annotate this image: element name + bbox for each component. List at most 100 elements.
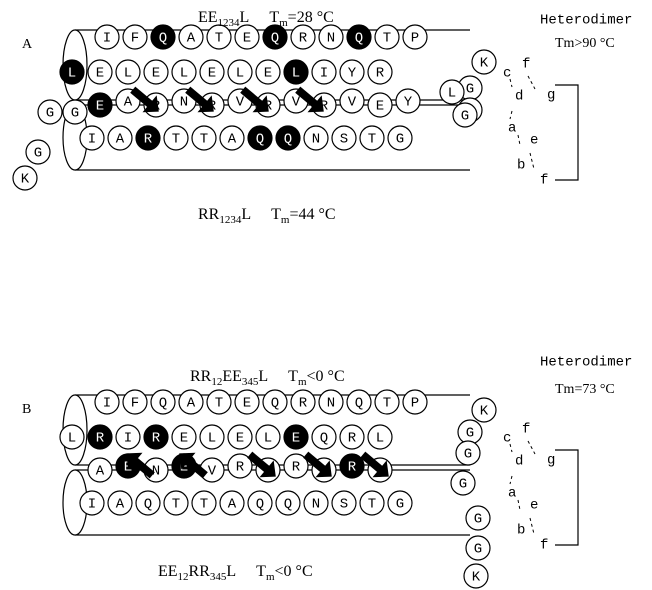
residue-circle bbox=[346, 24, 372, 50]
title-part: T bbox=[256, 563, 266, 580]
heptad-letter: g bbox=[547, 453, 555, 469]
heterodimer-tm: Tm=73 °C bbox=[555, 382, 615, 397]
residue-label: G bbox=[461, 109, 469, 125]
residue-circle bbox=[87, 457, 113, 483]
residue-circle bbox=[318, 24, 344, 50]
subscript: m bbox=[298, 376, 307, 388]
residue-circle bbox=[290, 24, 316, 50]
residue-label: L bbox=[292, 66, 300, 82]
residue-circle bbox=[247, 490, 273, 516]
residue-label: I bbox=[103, 31, 111, 47]
residue-label: L bbox=[124, 66, 132, 82]
residue-circle bbox=[122, 24, 148, 50]
residue-label: P bbox=[411, 31, 419, 47]
residue-label: L bbox=[68, 66, 76, 82]
residue-circle bbox=[311, 424, 337, 450]
residue-label: T bbox=[215, 31, 223, 47]
heterodimer-label: Heterodimer bbox=[540, 13, 632, 29]
residue-circle bbox=[79, 490, 105, 516]
heptad-letter: f bbox=[522, 57, 530, 73]
residue-circle bbox=[79, 125, 105, 151]
residue-label: S bbox=[340, 132, 348, 148]
arrow bbox=[240, 86, 269, 113]
residue-circle bbox=[450, 470, 476, 496]
residue-label: Y bbox=[348, 66, 357, 82]
title-part: =44 °C bbox=[289, 206, 335, 223]
residue-circle bbox=[59, 59, 85, 85]
residue-circle bbox=[199, 424, 225, 450]
heptad-letter: d bbox=[515, 454, 523, 470]
heptad-letter: c bbox=[503, 431, 511, 447]
heptad-letter: f bbox=[522, 422, 530, 438]
residue-circle bbox=[303, 490, 329, 516]
residue-circle bbox=[387, 490, 413, 516]
residue-label: Q bbox=[284, 497, 292, 513]
residue-label: G bbox=[466, 82, 474, 98]
residue-label: A bbox=[96, 464, 105, 480]
residue-circle bbox=[283, 59, 309, 85]
panel-label: A bbox=[22, 37, 33, 52]
residue-circle bbox=[283, 453, 309, 479]
arrow bbox=[247, 451, 276, 478]
arrow bbox=[360, 451, 389, 478]
residue-circle bbox=[122, 389, 148, 415]
arrow-shape bbox=[360, 451, 389, 478]
residue-label: R bbox=[236, 460, 245, 476]
residue-circle bbox=[163, 125, 189, 151]
residue-label: L bbox=[264, 431, 272, 447]
residue-label: I bbox=[88, 132, 96, 148]
residue-label: K bbox=[472, 570, 481, 586]
residue-label: G bbox=[474, 542, 482, 558]
residue-circle bbox=[290, 389, 316, 415]
residue-circle bbox=[94, 389, 120, 415]
residue-label: P bbox=[411, 396, 419, 412]
arrow bbox=[185, 86, 214, 113]
residue-circle bbox=[395, 88, 421, 114]
residue-circle bbox=[339, 88, 365, 114]
residue-label: G bbox=[46, 106, 54, 122]
residue-label: E bbox=[152, 66, 160, 82]
residue-label: T bbox=[215, 396, 223, 412]
residue-label: I bbox=[320, 66, 328, 82]
residue-label: A bbox=[116, 497, 125, 513]
subscript: 345 bbox=[242, 376, 259, 388]
residue-circle bbox=[171, 424, 197, 450]
residue-circle bbox=[135, 125, 161, 151]
title-part: RR bbox=[198, 206, 220, 223]
heptad-letter: f bbox=[540, 173, 548, 189]
residue-label: V bbox=[208, 464, 217, 480]
residue-label: Q bbox=[256, 497, 264, 513]
residue-circle bbox=[359, 490, 385, 516]
residue-circle bbox=[87, 92, 113, 118]
residue-label: E bbox=[243, 31, 251, 47]
residue-circle bbox=[452, 102, 478, 128]
residue-circle bbox=[25, 139, 51, 165]
residue-label: I bbox=[124, 431, 132, 447]
residue-label: T bbox=[368, 497, 376, 513]
residue-circle bbox=[87, 59, 113, 85]
residue-circle bbox=[94, 24, 120, 50]
arrow-shape bbox=[185, 86, 214, 113]
residue-circle bbox=[87, 424, 113, 450]
residue-circle bbox=[303, 125, 329, 151]
arrow bbox=[303, 451, 332, 478]
residue-label: A bbox=[116, 132, 125, 148]
residue-circle bbox=[107, 125, 133, 151]
residue-circle bbox=[465, 535, 491, 561]
subscript: m bbox=[266, 571, 275, 583]
residue-circle bbox=[402, 389, 428, 415]
title-part: EE bbox=[198, 9, 218, 26]
residue-label: T bbox=[172, 132, 180, 148]
residue-label: S bbox=[340, 497, 348, 513]
residue-label: T bbox=[383, 396, 391, 412]
arrow-shape bbox=[303, 451, 332, 478]
residue-label: E bbox=[208, 66, 216, 82]
residue-label: Q bbox=[355, 396, 363, 412]
heptad-letter: d bbox=[515, 89, 523, 105]
residue-label: G bbox=[34, 146, 42, 162]
residue-label: R bbox=[144, 132, 153, 148]
arrow-shape bbox=[247, 451, 276, 478]
heptad-letter: c bbox=[503, 66, 511, 82]
subscript: m bbox=[281, 214, 290, 226]
residue-circle bbox=[331, 490, 357, 516]
